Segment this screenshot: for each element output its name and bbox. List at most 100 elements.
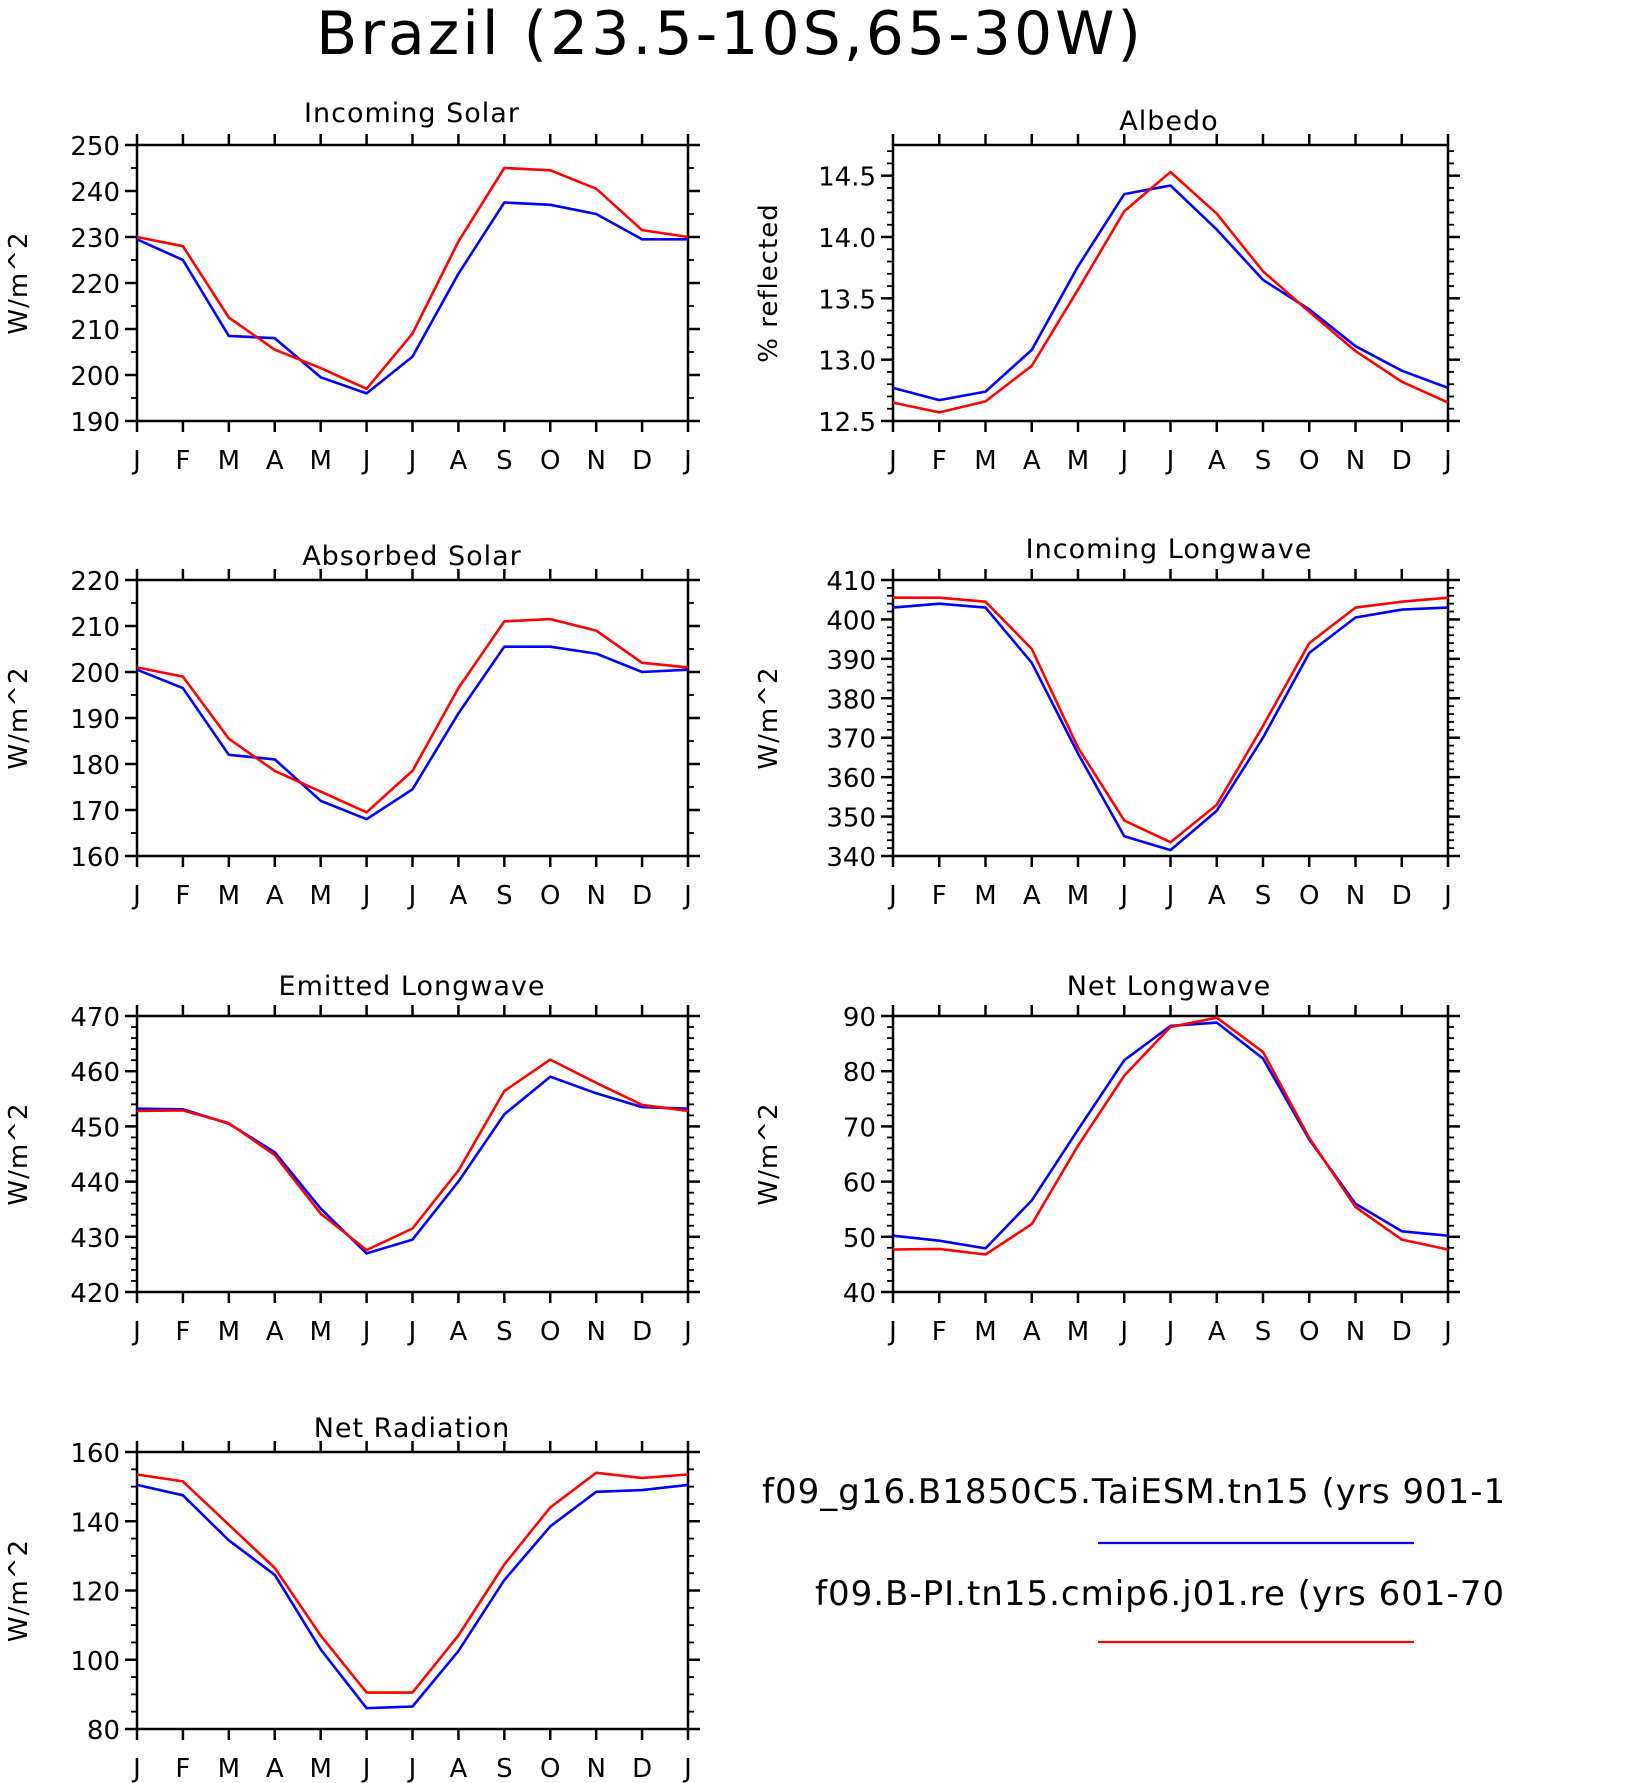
x-tick-label: D: [632, 881, 652, 911]
y-tick-label: 200: [70, 659, 120, 689]
panel-title: Net Longwave: [1067, 971, 1272, 1002]
x-tick-label: J: [1118, 446, 1128, 476]
x-tick-label: A: [1023, 446, 1041, 476]
y-tick-label: 14.0: [818, 224, 876, 254]
x-tick-label: M: [1067, 446, 1089, 476]
y-tick-label: 13.0: [818, 347, 876, 377]
x-tick-label: N: [586, 881, 605, 911]
y-tick-label: 90: [843, 1003, 876, 1033]
x-tick-label: J: [131, 446, 141, 476]
y-tick-label: 400: [826, 606, 876, 636]
x-tick-label: J: [1118, 1317, 1128, 1347]
y-tick-label: 360: [826, 764, 876, 794]
plot-frame: [135, 1014, 690, 1294]
x-tick-label: M: [974, 446, 996, 476]
y-tick-label: 350: [826, 804, 876, 834]
x-tick-label: O: [540, 1317, 560, 1347]
x-tick-label: A: [266, 1317, 284, 1347]
y-tick-label: 410: [826, 567, 876, 597]
y-tick-label: 13.5: [818, 285, 876, 315]
x-tick-label: O: [540, 1754, 560, 1783]
x-tick-label: M: [309, 1754, 331, 1783]
x-tick-label: M: [309, 446, 331, 476]
legend-label-blue: f09_g16.B1850C5.TaiESM.tn15 (yrs 901-1: [762, 1472, 1506, 1512]
panel-title: Incoming Longwave: [1026, 534, 1313, 565]
x-tick-label: N: [586, 446, 605, 476]
x-tick-label: S: [1255, 1317, 1272, 1347]
x-tick-label: D: [1392, 1317, 1412, 1347]
x-tick-label: S: [496, 1317, 513, 1347]
y-tick-label: 220: [70, 567, 120, 597]
x-tick-label: J: [682, 881, 692, 911]
y-axis-label: W/m^2: [4, 1539, 34, 1642]
y-tick-label: 70: [843, 1113, 876, 1143]
x-tick-label: S: [1255, 881, 1272, 911]
x-tick-label: J: [361, 446, 371, 476]
x-tick-label: N: [1346, 1317, 1365, 1347]
y-tick-label: 140: [70, 1508, 120, 1538]
plot-frame: [891, 1014, 1450, 1294]
y-tick-label: 230: [70, 224, 120, 254]
x-tick-label: A: [266, 1754, 284, 1783]
x-tick-label: O: [540, 446, 560, 476]
x-tick-label: J: [682, 446, 692, 476]
x-tick-label: F: [932, 1317, 947, 1347]
x-tick-label: J: [1442, 446, 1452, 476]
x-tick-label: F: [932, 881, 947, 911]
y-tick-label: 80: [87, 1716, 120, 1746]
y-tick-label: 390: [826, 646, 876, 676]
x-tick-label: M: [974, 881, 996, 911]
x-tick-label: M: [218, 1317, 240, 1347]
y-tick-label: 450: [70, 1113, 120, 1143]
x-tick-label: O: [540, 881, 560, 911]
x-tick-label: D: [632, 1317, 652, 1347]
y-axis-label: W/m^2: [4, 1102, 34, 1205]
y-tick-label: 40: [843, 1279, 876, 1309]
y-tick-label: 240: [70, 178, 120, 208]
y-tick-label: 460: [70, 1058, 120, 1088]
series-line-blue: [892, 602, 1449, 852]
series-line-red: [893, 596, 1449, 844]
x-tick-label: A: [1208, 881, 1226, 911]
y-tick-label: 440: [70, 1169, 120, 1199]
x-tick-label: J: [131, 1317, 141, 1347]
x-tick-label: J: [1165, 446, 1175, 476]
x-tick-label: M: [1067, 881, 1089, 911]
y-tick-label: 190: [70, 705, 120, 735]
series-line-red: [892, 170, 1449, 414]
plot-frame: [135, 578, 690, 858]
x-tick-label: N: [1346, 446, 1365, 476]
x-tick-label: A: [1023, 1317, 1041, 1347]
x-tick-label: A: [1023, 881, 1041, 911]
panel-title: Net Radiation: [314, 1413, 511, 1444]
y-tick-label: 100: [70, 1647, 120, 1677]
x-tick-label: S: [496, 446, 513, 476]
plot-frame: [135, 143, 690, 423]
x-tick-label: S: [1255, 446, 1272, 476]
y-tick-label: 14.5: [818, 163, 876, 193]
x-tick-label: J: [682, 1317, 692, 1347]
x-tick-label: J: [407, 881, 417, 911]
y-tick-label: 430: [70, 1224, 120, 1254]
panel-title: Incoming Solar: [304, 98, 520, 129]
y-axis-label: % reflected: [754, 203, 784, 362]
x-tick-label: S: [496, 1754, 513, 1783]
x-tick-label: M: [218, 446, 240, 476]
x-tick-label: J: [887, 446, 897, 476]
y-tick-label: 60: [843, 1169, 876, 1199]
x-tick-label: M: [1067, 1317, 1089, 1347]
x-tick-label: A: [450, 1317, 468, 1347]
x-tick-label: O: [1299, 881, 1319, 911]
x-tick-label: J: [887, 1317, 897, 1347]
x-tick-label: M: [218, 1754, 240, 1783]
y-tick-label: 160: [70, 1439, 120, 1469]
series-line-blue: [892, 184, 1449, 402]
series-line-blue: [136, 645, 689, 821]
y-tick-label: 210: [70, 316, 120, 346]
y-tick-label: 80: [843, 1058, 876, 1088]
x-tick-label: J: [1165, 881, 1175, 911]
